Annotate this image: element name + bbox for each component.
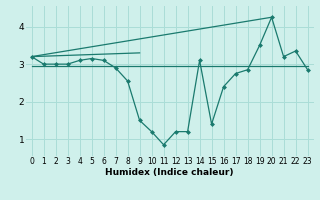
X-axis label: Humidex (Indice chaleur): Humidex (Indice chaleur) [105,168,234,177]
